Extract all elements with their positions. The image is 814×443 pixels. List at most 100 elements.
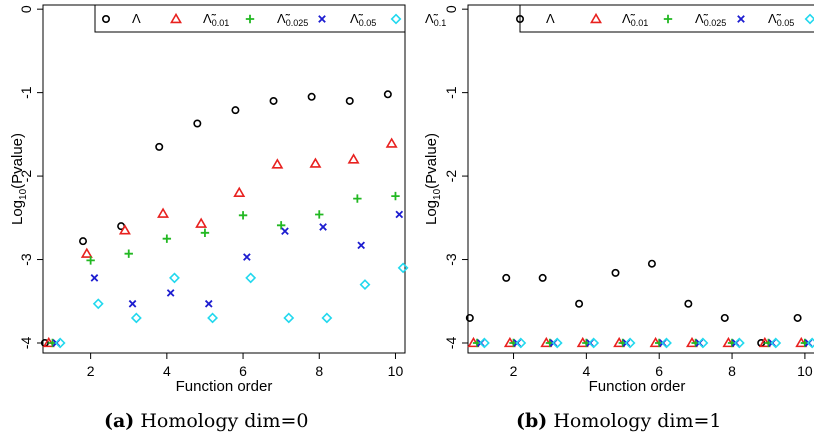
- data-point: [90, 274, 99, 282]
- legend-label-sub: 0.025: [704, 18, 727, 28]
- series-lambda: [465, 259, 802, 347]
- data-point: [551, 337, 563, 349]
- data-point: [353, 194, 362, 203]
- x-tick-label: 2: [510, 363, 518, 379]
- data-point: [684, 299, 693, 308]
- y-axis-label-base: Log: [423, 200, 440, 225]
- data-point: [575, 299, 584, 308]
- data-point: [385, 137, 398, 148]
- data-point: [347, 153, 360, 164]
- legend-marker: [102, 15, 111, 24]
- data-point: [281, 227, 289, 235]
- legend-marker: [737, 15, 745, 23]
- y-tick-label: -4: [18, 337, 34, 350]
- data-point: [697, 337, 709, 349]
- x-axis-label: Function order: [176, 378, 273, 395]
- data-point: [465, 313, 474, 322]
- y-axis-label-base: Log: [9, 200, 26, 225]
- data-point: [118, 224, 131, 235]
- legend-label-sub: 0.01: [631, 18, 649, 28]
- y-tick-label: -1: [18, 86, 34, 99]
- caption-a: (a) Homology dim=0: [104, 410, 309, 432]
- data-point: [269, 96, 278, 105]
- data-point: [54, 337, 66, 349]
- data-point: [321, 312, 333, 324]
- series-0.01: [42, 137, 398, 348]
- y-axis-label-rest: (Pvalue): [423, 133, 440, 189]
- legend-marker: [804, 13, 814, 25]
- data-point: [207, 312, 218, 324]
- data-point: [478, 337, 490, 349]
- y-tick-label: -3: [18, 253, 34, 266]
- x-tick-label: 6: [239, 363, 247, 379]
- y-axis-label-sub: 10: [18, 188, 29, 200]
- series-0.1: [54, 262, 409, 349]
- y-tick-label: -2: [443, 170, 459, 183]
- data-point: [276, 221, 286, 230]
- data-point: [345, 96, 354, 105]
- legend-marker: [390, 13, 402, 25]
- data-point: [233, 186, 246, 197]
- legend-marker: [515, 15, 524, 24]
- data-point: [383, 90, 392, 99]
- data-point: [283, 312, 295, 324]
- data-point: [315, 210, 324, 219]
- legend-label: Λ: [546, 11, 555, 26]
- y-axis-label: Log10(Pvalue): [9, 133, 29, 225]
- data-point: [611, 268, 620, 277]
- data-point: [770, 337, 782, 349]
- x-axis-label: Function order: [589, 378, 686, 395]
- legend-label-name: Λ: [546, 11, 555, 26]
- data-point: [128, 299, 137, 308]
- y-tick-label: -4: [443, 337, 459, 350]
- legend-label-sub: 0.025: [286, 18, 309, 28]
- data-point: [204, 299, 213, 308]
- x-tick-label: 10: [388, 363, 404, 379]
- caption-b: (b) Homology dim=1: [516, 410, 722, 432]
- series-0.05: [52, 210, 404, 347]
- y-tick-label: -3: [443, 253, 459, 266]
- data-point: [243, 253, 251, 261]
- data-point: [319, 223, 327, 231]
- data-point: [307, 92, 316, 101]
- data-point: [79, 237, 88, 246]
- legend-label-sub: 0.01: [212, 18, 230, 28]
- x-tick-label: 8: [728, 363, 736, 379]
- data-point: [157, 207, 170, 218]
- y-axis-label-sub: 10: [432, 188, 443, 200]
- caption-a-label: (a): [104, 410, 135, 432]
- legend-label-sub: 0.1: [434, 18, 447, 28]
- caption-b-label: (b): [516, 410, 548, 432]
- series-lambda: [40, 90, 392, 347]
- y-axis-label: Log10(Pvalue): [423, 133, 443, 225]
- series-0.025: [48, 191, 400, 348]
- data-point: [92, 298, 104, 310]
- data-point: [155, 142, 164, 151]
- data-point: [130, 312, 142, 324]
- legend-label-sub: 0.05: [359, 18, 377, 28]
- data-point: [231, 106, 240, 115]
- data-point: [169, 272, 180, 284]
- data-point: [359, 279, 371, 290]
- legend-marker: [318, 15, 326, 23]
- x-tick-label: 4: [163, 363, 171, 379]
- x-tick-label: 4: [582, 363, 590, 379]
- data-point: [661, 337, 672, 349]
- y-tick-label: -2: [18, 170, 34, 183]
- caption-a-text: Homology dim=0: [140, 410, 309, 432]
- data-point: [397, 262, 409, 274]
- data-point: [395, 210, 404, 219]
- data-point: [588, 337, 600, 349]
- series-0.1: [478, 337, 814, 349]
- legend-marker: [590, 12, 602, 24]
- x-tick-label: 2: [87, 363, 95, 379]
- legend-label: Λ: [132, 11, 141, 26]
- data-point: [647, 259, 656, 268]
- data-point: [624, 337, 636, 349]
